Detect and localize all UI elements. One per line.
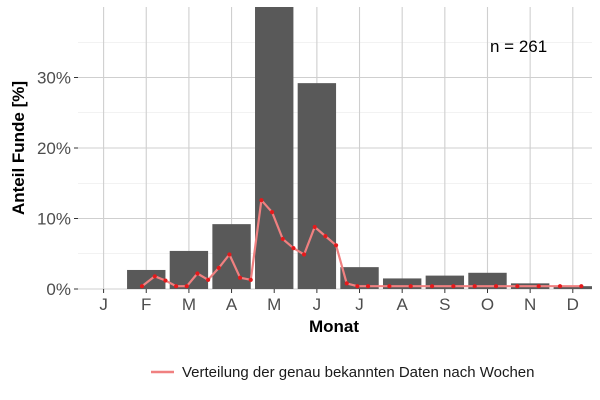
series-point-15 [301,252,307,257]
ticks: 0% 10% 20% 30% J F M A M J J A S O N D [37,69,579,315]
series-point-24 [429,284,435,289]
series-point-31 [579,284,584,289]
bar-1 [127,269,166,289]
series-point-21 [365,284,371,289]
x-tick-label-6: J [355,295,364,314]
legend: Verteilung der genau bekannten Daten nac… [151,364,535,381]
series-point-28 [515,284,520,289]
sample-size-annotation: n = 261 [490,37,547,56]
y-axis-title: Anteil Funde [%] [9,81,28,215]
x-tick-label-3: A [226,295,238,314]
x-tick-label-11: D [567,295,579,314]
x-tick-label-9: O [481,295,494,314]
series-point-30 [557,284,563,289]
series-point-9 [237,275,243,280]
series-point-0 [139,284,145,289]
x-axis-title: Monat [309,317,359,336]
x-tick-label-10: N [524,295,536,314]
series-point-10 [248,277,253,282]
bar-4 [255,7,294,289]
y-tick-label-1: 10% [37,210,71,229]
line-series [139,198,584,289]
series-point-17 [323,234,328,239]
series-point-5 [195,271,200,276]
x-tick-label-1: F [141,295,151,314]
series-point-29 [536,284,541,289]
series-point-4 [184,284,189,289]
x-tick-label-0: J [99,295,108,314]
x-tick-label-7: A [397,295,409,314]
series-point-13 [280,236,285,242]
x-tick-label-8: S [439,295,450,314]
series-point-22 [387,284,392,289]
x-tick-label-4: M [267,295,281,314]
x-tick-label-5: J [313,295,322,314]
series-point-23 [408,284,413,289]
series-point-12 [269,210,275,215]
series-point-27 [493,284,499,289]
series-point-26 [472,284,477,289]
bar-11 [553,286,592,289]
series-point-20 [355,284,360,289]
y-tick-label-2: 20% [37,139,71,158]
bar-5 [297,83,337,289]
legend-label: Verteilung der genau bekannten Daten nac… [182,364,535,381]
bar-7 [382,278,422,289]
x-tick-label-2: M [182,295,196,314]
series-point-3 [174,284,179,289]
series-point-1 [152,274,157,279]
series-point-14 [291,246,296,251]
series-point-7 [216,265,221,270]
y-tick-label-0: 0% [46,280,71,299]
series-point-18 [333,243,339,248]
y-tick-label-3: 30% [37,69,71,88]
series-point-25 [451,284,456,289]
series-point-8 [227,252,232,257]
series-point-11 [259,198,264,203]
series-point-19 [344,281,349,286]
series-point-2 [163,278,168,283]
series-point-6 [205,277,211,282]
series-point-16 [312,224,317,230]
